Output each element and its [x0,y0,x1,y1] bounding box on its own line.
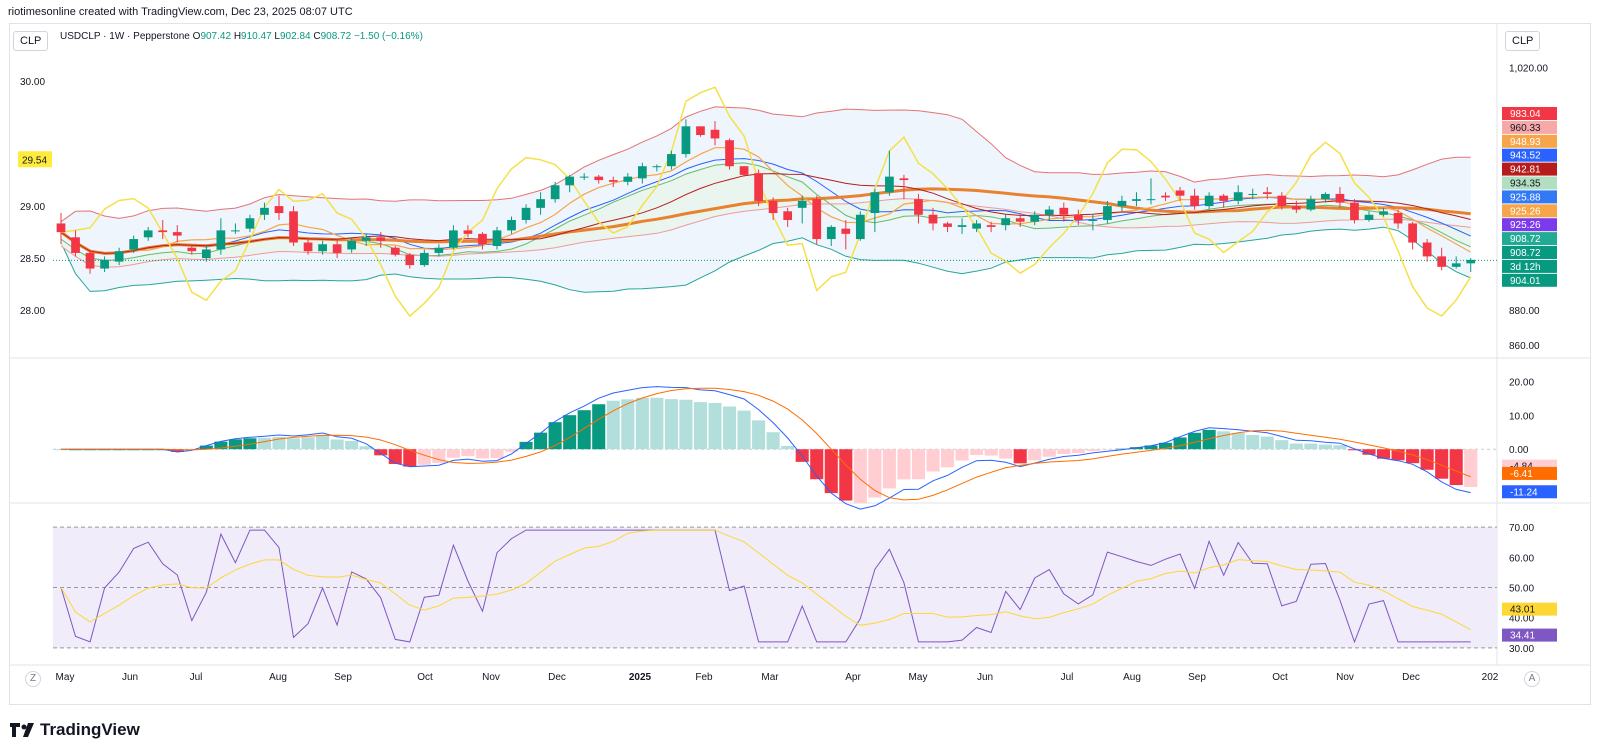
legend-low-label: L [274,31,280,42]
left-scale-label[interactable]: CLP [13,31,49,51]
chart-frame [9,23,1591,705]
legend-open-label: O [192,31,201,42]
brand-name: TradingView [40,720,140,739]
tradingview-logo: TradingView [10,720,140,740]
auto-scale-icon[interactable]: A [1524,671,1540,687]
legend-high-label: H [233,31,242,42]
legend-high-value: 910.47 [241,31,272,42]
right-scale-label[interactable]: CLP [1505,31,1541,51]
legend-low-value: 902.84 [279,31,311,42]
legend-change: −1.50 (−0.16%) [353,31,423,42]
chart-caption: riotimesonline created with TradingView.… [8,6,353,18]
legend-open-value: 907.42 [200,31,232,42]
chart-legend: USDCLP · 1W · Pepperstone O907.42 H910.4… [60,31,423,42]
legend-close-label: C [313,31,321,42]
legend-close-value: 908.72 [320,31,352,42]
zoom-icon[interactable]: Z [25,671,41,687]
tradingview-logo-icon [10,723,34,737]
legend-symbol[interactable]: USDCLP · 1W · Pepperstone [60,31,190,42]
